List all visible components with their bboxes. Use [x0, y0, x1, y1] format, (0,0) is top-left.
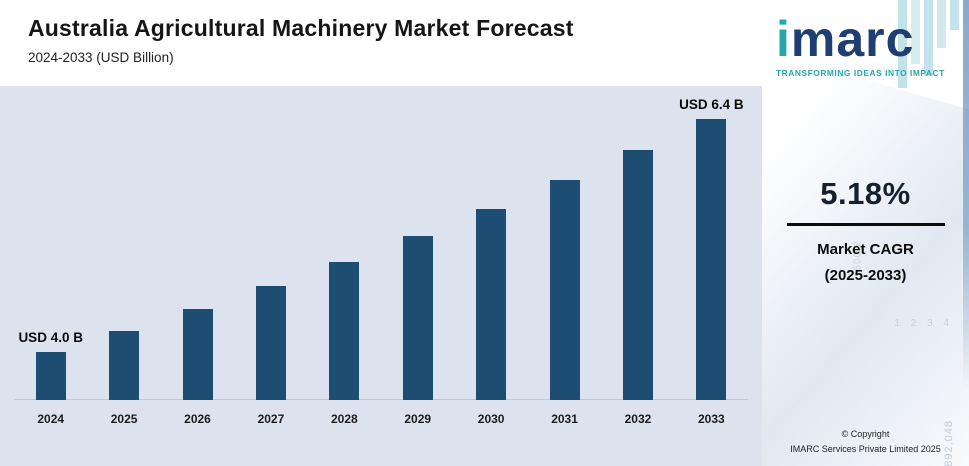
chart-title: Australia Agricultural Machinery Market … — [28, 15, 574, 41]
bar-column-2026: 2026 — [161, 100, 234, 426]
bar-2031 — [549, 180, 580, 400]
chart-header: Australia Agricultural Machinery Market … — [0, 0, 762, 86]
bar-column-2033: USD 6.4 B 2033 — [675, 97, 748, 426]
cagr-divider — [786, 223, 945, 226]
imarc-logo: imarc TRANSFORMING IDEAS INTO IMPACT — [776, 14, 961, 78]
bar-2030 — [476, 209, 507, 400]
x-axis-label-2029: 2029 — [404, 412, 432, 426]
cagr-value: 5.18% — [820, 176, 911, 211]
bar-column-2030: 2030 — [454, 100, 527, 426]
x-axis-label-2031: 2031 — [551, 412, 578, 426]
bar-2025 — [109, 331, 140, 400]
x-axis-baseline — [14, 399, 748, 400]
imarc-logo-marc: marc — [790, 11, 915, 67]
bar-value-label-2024: USD 4.0 B — [18, 329, 83, 345]
plot-area: USD 4.0 B 2024 2025 2026 2027 2028 2029 2030 203… — [14, 97, 748, 426]
bar-column-2027: 2027 — [234, 100, 307, 426]
bar-column-2031: 2031 — [528, 100, 601, 426]
bar-2028 — [329, 261, 360, 400]
bar-2032 — [622, 150, 653, 400]
copyright-line1: © Copyright — [841, 429, 890, 440]
chart-subtitle: 2024-2033 (USD Billion) — [28, 49, 174, 65]
imarc-logo-i: i — [776, 11, 791, 67]
imarc-logo-wordmark: imarc — [776, 14, 961, 64]
copyright-line2: IMARC Services Private Limited 2025 — [790, 443, 941, 454]
bar-2027 — [255, 285, 286, 400]
bar-2029 — [402, 236, 433, 400]
bar-value-label-2033: USD 6.4 B — [679, 97, 744, 113]
bar-column-2028: 2028 — [308, 100, 381, 426]
bar-column-2024: USD 4.0 B 2024 — [14, 100, 87, 426]
x-axis-label-2030: 2030 — [477, 412, 505, 426]
x-axis-label-2028: 2028 — [330, 412, 358, 426]
x-axis-label-2026: 2026 — [184, 412, 211, 426]
watermark-number: 1 2 3 4 — [894, 318, 953, 329]
bar-2024 — [35, 351, 66, 400]
cagr-period: (2025-2033) — [824, 267, 907, 284]
x-axis-label-2032: 2032 — [624, 412, 652, 426]
cagr-block: 5.18% Market CAGR (2025-2033) — [762, 176, 969, 284]
cagr-label: Market CAGR — [817, 241, 914, 258]
bar-2033 — [696, 119, 727, 400]
x-axis-label-2024: 2024 — [37, 412, 65, 426]
bar-column-2025: 2025 — [87, 100, 160, 426]
x-axis-label-2027: 2027 — [257, 412, 285, 426]
bar-2026 — [182, 309, 213, 400]
imarc-logo-tagline: TRANSFORMING IDEAS INTO IMPACT — [776, 68, 945, 78]
chart-panel: Australia Agricultural Machinery Market … — [0, 0, 762, 466]
bar-column-2029: 2029 — [381, 100, 454, 426]
x-axis-label-2025: 2025 — [110, 412, 138, 426]
copyright: © Copyright IMARC Services Private Limit… — [762, 427, 969, 456]
bar-column-2032: 2032 — [601, 100, 674, 426]
sidebar: 4,892,048 500,2 1 2 3 4 imarc TRANSFORMI… — [762, 0, 969, 466]
x-axis-label-2033: 2033 — [698, 412, 725, 426]
